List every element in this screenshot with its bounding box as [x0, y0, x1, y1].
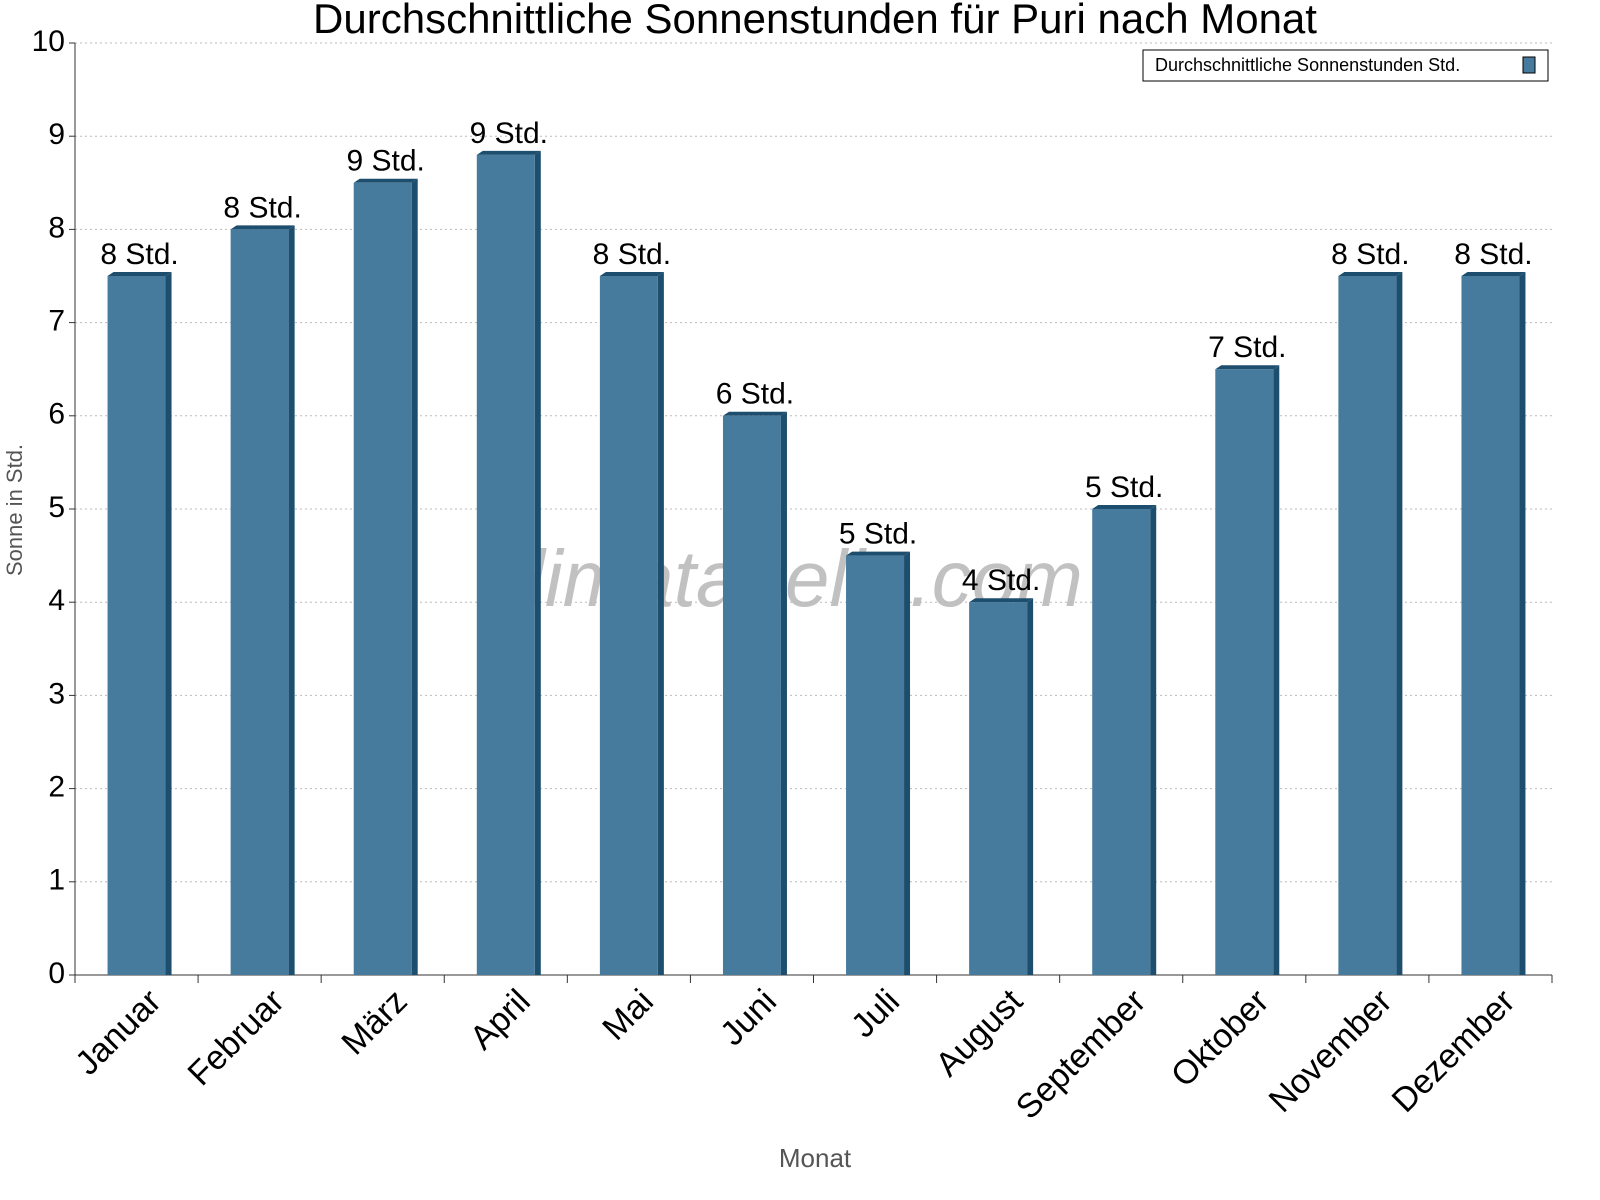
bar	[969, 602, 1028, 975]
bar-top	[1092, 505, 1157, 509]
legend-box	[1142, 49, 1549, 82]
value-label: 6 Std.	[716, 378, 794, 411]
bar	[846, 555, 905, 975]
bar-top	[1338, 272, 1403, 276]
bar	[1092, 509, 1151, 975]
bar-top	[230, 225, 295, 230]
x-tick-label: Januar	[68, 982, 168, 1082]
value-label: 7 Std.	[1208, 331, 1286, 364]
bar-side	[904, 551, 911, 975]
bar-top	[722, 411, 787, 416]
y-tick-label: 0	[48, 957, 65, 990]
value-label: 9 Std.	[470, 117, 548, 150]
bar	[1215, 369, 1274, 975]
bar-side	[1150, 505, 1157, 975]
y-tick-label: 8	[48, 211, 65, 244]
bar-side	[288, 225, 295, 975]
x-tick-label: September	[1009, 982, 1153, 1126]
chart-title: Durchschnittliche Sonnenstunden für Puri…	[313, 0, 1317, 42]
bar-top	[969, 598, 1034, 603]
x-tick-label: März	[334, 982, 414, 1062]
y-tick-label: 5	[48, 491, 65, 524]
y-tick-label: 10	[32, 25, 65, 58]
legend-swatch	[1522, 56, 1536, 74]
x-tick-label: April	[463, 982, 538, 1057]
x-tick-label: November	[1262, 982, 1400, 1120]
x-tick-label: Oktober	[1164, 982, 1276, 1094]
x-tick-label: Mai	[595, 982, 661, 1048]
bar	[107, 276, 166, 975]
bar-side	[657, 272, 664, 975]
bar	[230, 229, 289, 975]
bar-side	[1519, 272, 1526, 975]
y-tick-label: 3	[48, 677, 65, 710]
y-tick-label: 6	[48, 398, 65, 431]
bar-top	[107, 272, 172, 276]
bar-side	[1396, 272, 1403, 975]
value-label: 8 Std.	[223, 191, 301, 224]
bar	[1338, 276, 1397, 975]
x-tick-label: Juli	[844, 982, 907, 1045]
bar-side	[411, 178, 418, 976]
bar-top	[846, 551, 911, 556]
value-label: 4 Std.	[962, 564, 1040, 597]
y-tick-label: 7	[48, 305, 65, 338]
x-tick-label: Dezember	[1385, 982, 1523, 1120]
value-label: 5 Std.	[839, 518, 917, 551]
y-tick-label: 9	[48, 118, 65, 151]
y-tick-label: 2	[48, 771, 65, 804]
bar	[353, 182, 412, 976]
y-axis-label: Sonne in Std.	[2, 444, 27, 576]
x-axis-label: Monat	[779, 1143, 852, 1173]
x-tick-label: August	[928, 982, 1030, 1084]
bar-side	[534, 150, 541, 976]
bar-top	[1215, 365, 1280, 370]
y-tick-label: 1	[48, 864, 65, 897]
value-label: 8 Std.	[593, 238, 671, 271]
bar	[722, 415, 781, 975]
bar-top	[476, 150, 541, 155]
value-label: 8 Std.	[1331, 238, 1409, 271]
bar	[476, 154, 535, 976]
value-label: 8 Std.	[100, 238, 178, 271]
y-tick-label: 4	[48, 584, 65, 617]
bar-top	[599, 272, 664, 276]
value-label: 9 Std.	[347, 145, 425, 178]
value-label: 5 Std.	[1085, 471, 1163, 504]
x-tick-label: Februar	[181, 982, 292, 1093]
bar-side	[165, 272, 172, 975]
bar-side	[780, 411, 787, 975]
value-label: 8 Std.	[1454, 238, 1532, 271]
bar	[599, 276, 658, 975]
legend-label: Durchschnittliche Sonnenstunden Std.	[1155, 55, 1460, 75]
bar-side	[1027, 598, 1034, 975]
bar-top	[1461, 272, 1526, 276]
bar	[1461, 276, 1520, 975]
bar-top	[353, 178, 418, 183]
x-tick-label: Juni	[713, 982, 784, 1053]
bar-side	[1273, 365, 1280, 975]
